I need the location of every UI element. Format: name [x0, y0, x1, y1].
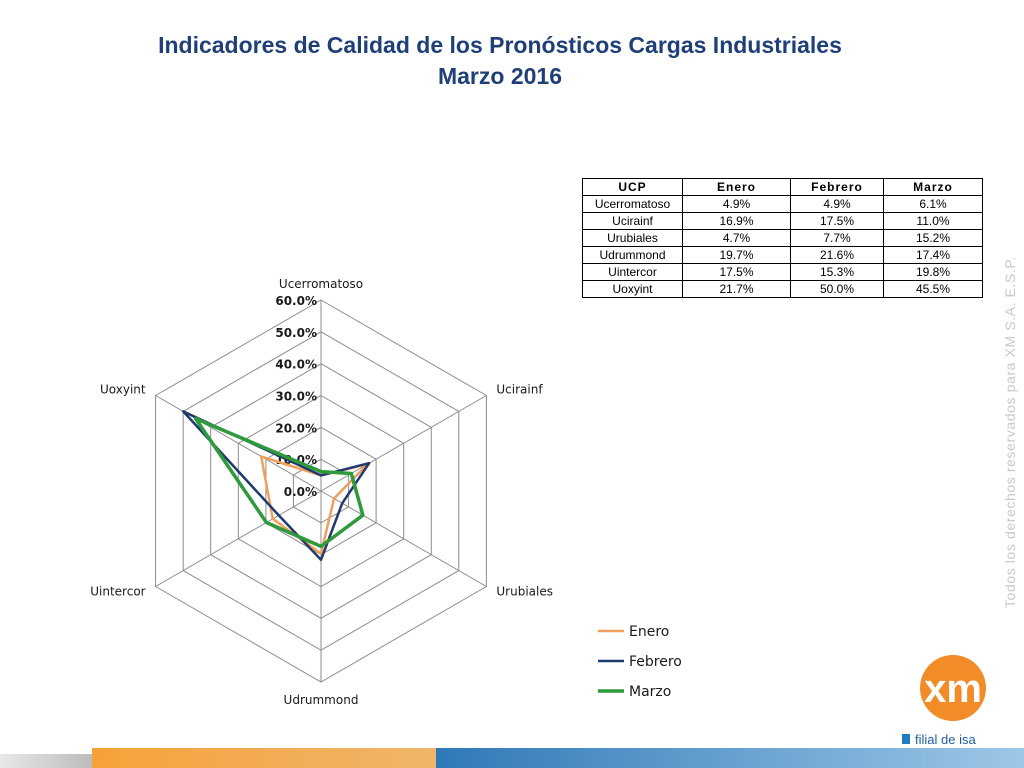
- table-cell: 17.5%: [790, 212, 884, 230]
- table-header-row: UCP Enero Febrero Marzo: [582, 178, 983, 196]
- axis-label-udrummond: Udrummond: [284, 693, 359, 707]
- table-cell: 17.4%: [883, 246, 983, 264]
- table-cell: 19.8%: [883, 263, 983, 281]
- table-cell: 17.5%: [682, 263, 791, 281]
- logo-tagline: filial de isa: [915, 732, 976, 747]
- table-row: Uintercor 17.5% 15.3% 19.8%: [582, 263, 983, 281]
- table-cell: 4.9%: [682, 195, 791, 213]
- table-cell: 4.7%: [682, 229, 791, 247]
- tick-label: 30.0%: [275, 390, 317, 404]
- ucp-table: UCP Enero Febrero Marzo Ucerromatoso 4.9…: [582, 178, 983, 298]
- rights-watermark: Todos los derechos reservados para XM S.…: [1002, 255, 1018, 609]
- series-marzo: [193, 416, 365, 549]
- page-title: Indicadores de Calidad de los Pronóstico…: [0, 30, 1000, 92]
- table-cell: 15.3%: [790, 263, 884, 281]
- title-line-1: Indicadores de Calidad de los Pronóstico…: [158, 32, 842, 58]
- table-header-marzo: Marzo: [883, 178, 983, 196]
- table-cell: 21.6%: [790, 246, 884, 264]
- table-row: Ucerromatoso 4.9% 4.9% 6.1%: [582, 195, 983, 213]
- tick-label: 50.0%: [275, 326, 317, 340]
- table-row: Udrummond 19.7% 21.6% 17.4%: [582, 246, 983, 264]
- xm-logo: xm filial de isa: [902, 655, 986, 747]
- table-cell: 15.2%: [883, 229, 983, 247]
- table-row: Urubiales 4.7% 7.7% 15.2%: [582, 229, 983, 247]
- table-cell: 7.7%: [790, 229, 884, 247]
- axis-label-uoxyint: Uoxyint: [100, 383, 146, 397]
- logo-square-icon: [902, 734, 910, 744]
- table-cell: 4.9%: [790, 195, 884, 213]
- table-cell: Uoxyint: [582, 280, 683, 298]
- title-line-2: Marzo 2016: [437, 63, 562, 89]
- table-cell: 11.0%: [883, 212, 983, 230]
- axis-label-urubiales: Urubiales: [496, 585, 553, 599]
- table-cell: 45.5%: [883, 280, 983, 298]
- grid-spoke: [320, 395, 487, 492]
- series-febrero: [181, 410, 371, 562]
- tick-label: 0.0%: [284, 485, 317, 499]
- tick-label: 40.0%: [275, 358, 317, 372]
- grid-spoke: [155, 490, 322, 587]
- table-header-febrero: Febrero: [790, 178, 884, 196]
- logo-brand-text: xm: [924, 667, 982, 711]
- chart-legend: Enero Febrero Marzo: [598, 624, 682, 700]
- table-cell: Uintercor: [582, 263, 683, 281]
- tick-label: 60.0%: [275, 294, 317, 308]
- table-row: Uoxyint 21.7% 50.0% 45.5%: [582, 280, 983, 298]
- bottom-color-bar: [0, 748, 1024, 768]
- radar-series: [181, 410, 371, 562]
- axis-label-ucerromatoso: Ucerromatoso: [279, 277, 363, 291]
- table-cell: Ucirainf: [582, 212, 683, 230]
- table-cell: Udrummond: [582, 246, 683, 264]
- grid-spoke: [320, 490, 487, 587]
- axis-label-uintercor: Uintercor: [90, 585, 145, 599]
- radar-grid: [155, 299, 487, 683]
- axis-label-ucirainf: Ucirainf: [496, 383, 543, 397]
- table-cell: 16.9%: [682, 212, 791, 230]
- table-row: Ucirainf 16.9% 17.5% 11.0%: [582, 212, 983, 230]
- table-cell: 50.0%: [790, 280, 884, 298]
- legend-label-marzo: Marzo: [629, 684, 671, 700]
- tick-label: 20.0%: [275, 421, 317, 435]
- table-cell: Ucerromatoso: [582, 195, 683, 213]
- logo-circle: [920, 655, 986, 721]
- table-header-ucp: UCP: [582, 178, 683, 196]
- table-cell: 21.7%: [682, 280, 791, 298]
- radar-axis-labels: Ucerromatoso Ucirainf Urubiales Udrummond Ui…: [90, 277, 553, 707]
- table-cell: 6.1%: [883, 195, 983, 213]
- table-cell: Urubiales: [582, 229, 683, 247]
- legend-label-enero: Enero: [629, 624, 669, 640]
- table-cell: 19.7%: [682, 246, 791, 264]
- legend-label-febrero: Febrero: [629, 654, 682, 670]
- table-header-enero: Enero: [682, 178, 791, 196]
